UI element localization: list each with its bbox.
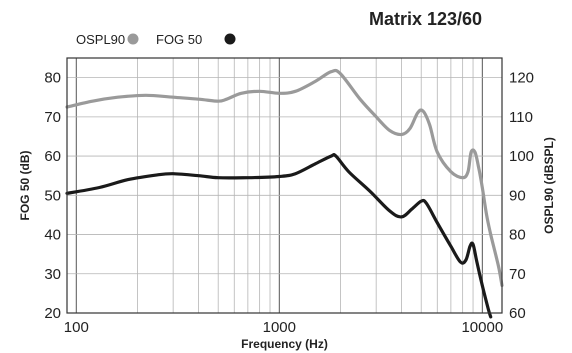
y-right-tick-label: 80 [509, 227, 526, 244]
series-line-ospl90 [65, 68, 504, 288]
legend-label-ospl90: OSPL90 [76, 32, 125, 47]
y-right-tick-label: 60 [509, 305, 526, 322]
y-left-tick-label: 50 [44, 187, 61, 204]
x-tick-label: 1000 [263, 319, 296, 336]
y-left-tick-label: 40 [44, 227, 61, 244]
legend: OSPL90 FOG 50 [76, 32, 236, 47]
legend-label-fog50: FOG 50 [156, 32, 202, 47]
y-right-tick-label: 110 [509, 109, 533, 126]
tick-labels: 100 1000 10000 20 30 40 50 60 70 80 60 70 80 90 100 110… [44, 70, 534, 336]
y-left-tick-label: 80 [44, 70, 61, 87]
legend-marker-fog50 [224, 33, 236, 45]
chart-title: Matrix 123/60 [369, 9, 482, 29]
y-right-tick-label: 120 [509, 70, 534, 87]
y-left-tick-label: 70 [44, 109, 61, 126]
y-right-tick-label: 90 [509, 187, 526, 204]
y-left-tick-label: 20 [44, 305, 61, 322]
series-line-fog50 [65, 153, 493, 319]
x-tick-label: 10000 [461, 319, 503, 336]
y-left-tick-label: 30 [44, 266, 61, 283]
y-right-tick-label: 100 [509, 148, 534, 165]
y-axis-left-title: FOG 50 (dB) [18, 150, 32, 220]
x-tick-label: 100 [64, 319, 89, 336]
plot-frame [66, 57, 503, 314]
series-lines [65, 68, 504, 319]
y-left-tick-label: 60 [44, 148, 61, 165]
y-right-tick-label: 70 [509, 266, 526, 283]
x-axis-title: Frequency (Hz) [241, 337, 328, 351]
legend-marker-ospl90 [127, 33, 139, 45]
y-axis-right-title: OSPL90 (dBSPL) [542, 137, 556, 234]
grid [67, 58, 502, 313]
